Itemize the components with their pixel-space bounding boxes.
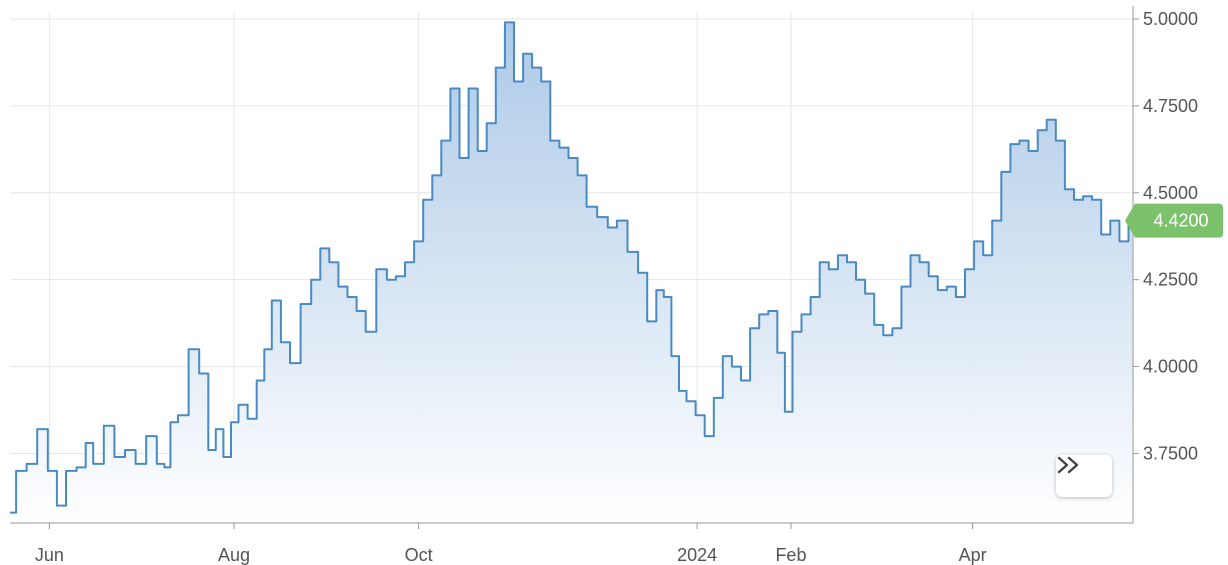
scroll-forward-button[interactable]: [1056, 455, 1112, 497]
last-value-badge: 4.4200: [1125, 203, 1223, 238]
y-tick-label: 4.7500: [1143, 96, 1198, 116]
double-chevron-right-icon: [1057, 456, 1079, 474]
y-tick-label: 4.2500: [1143, 270, 1198, 290]
x-tick-label: Feb: [775, 545, 806, 565]
x-axis-labels: Jun Aug Oct 2024 Feb Apr: [35, 545, 987, 565]
y-tick-label: 4.0000: [1143, 357, 1198, 377]
x-tick-label: Oct: [405, 545, 433, 565]
x-tick-label: Jun: [35, 545, 64, 565]
last-value-text: 4.4200: [1153, 211, 1208, 231]
x-tick-label: Aug: [218, 545, 250, 565]
y-axis-labels: 3.7500 4.0000 4.2500 4.5000 4.7500 5.0000: [1143, 9, 1198, 464]
area-layer: [10, 21, 1133, 524]
x-tick-label: Apr: [959, 545, 987, 565]
y-tick-label: 5.0000: [1143, 9, 1198, 29]
y-tick-label: 4.5000: [1143, 183, 1198, 203]
x-tick-label: 2024: [677, 545, 717, 565]
series-area-fill: [10, 22, 1133, 524]
y-tick-label: 3.7500: [1143, 443, 1198, 463]
axes: [10, 6, 1139, 529]
series-line: [10, 21, 1133, 514]
badge-shape: [1125, 203, 1223, 238]
